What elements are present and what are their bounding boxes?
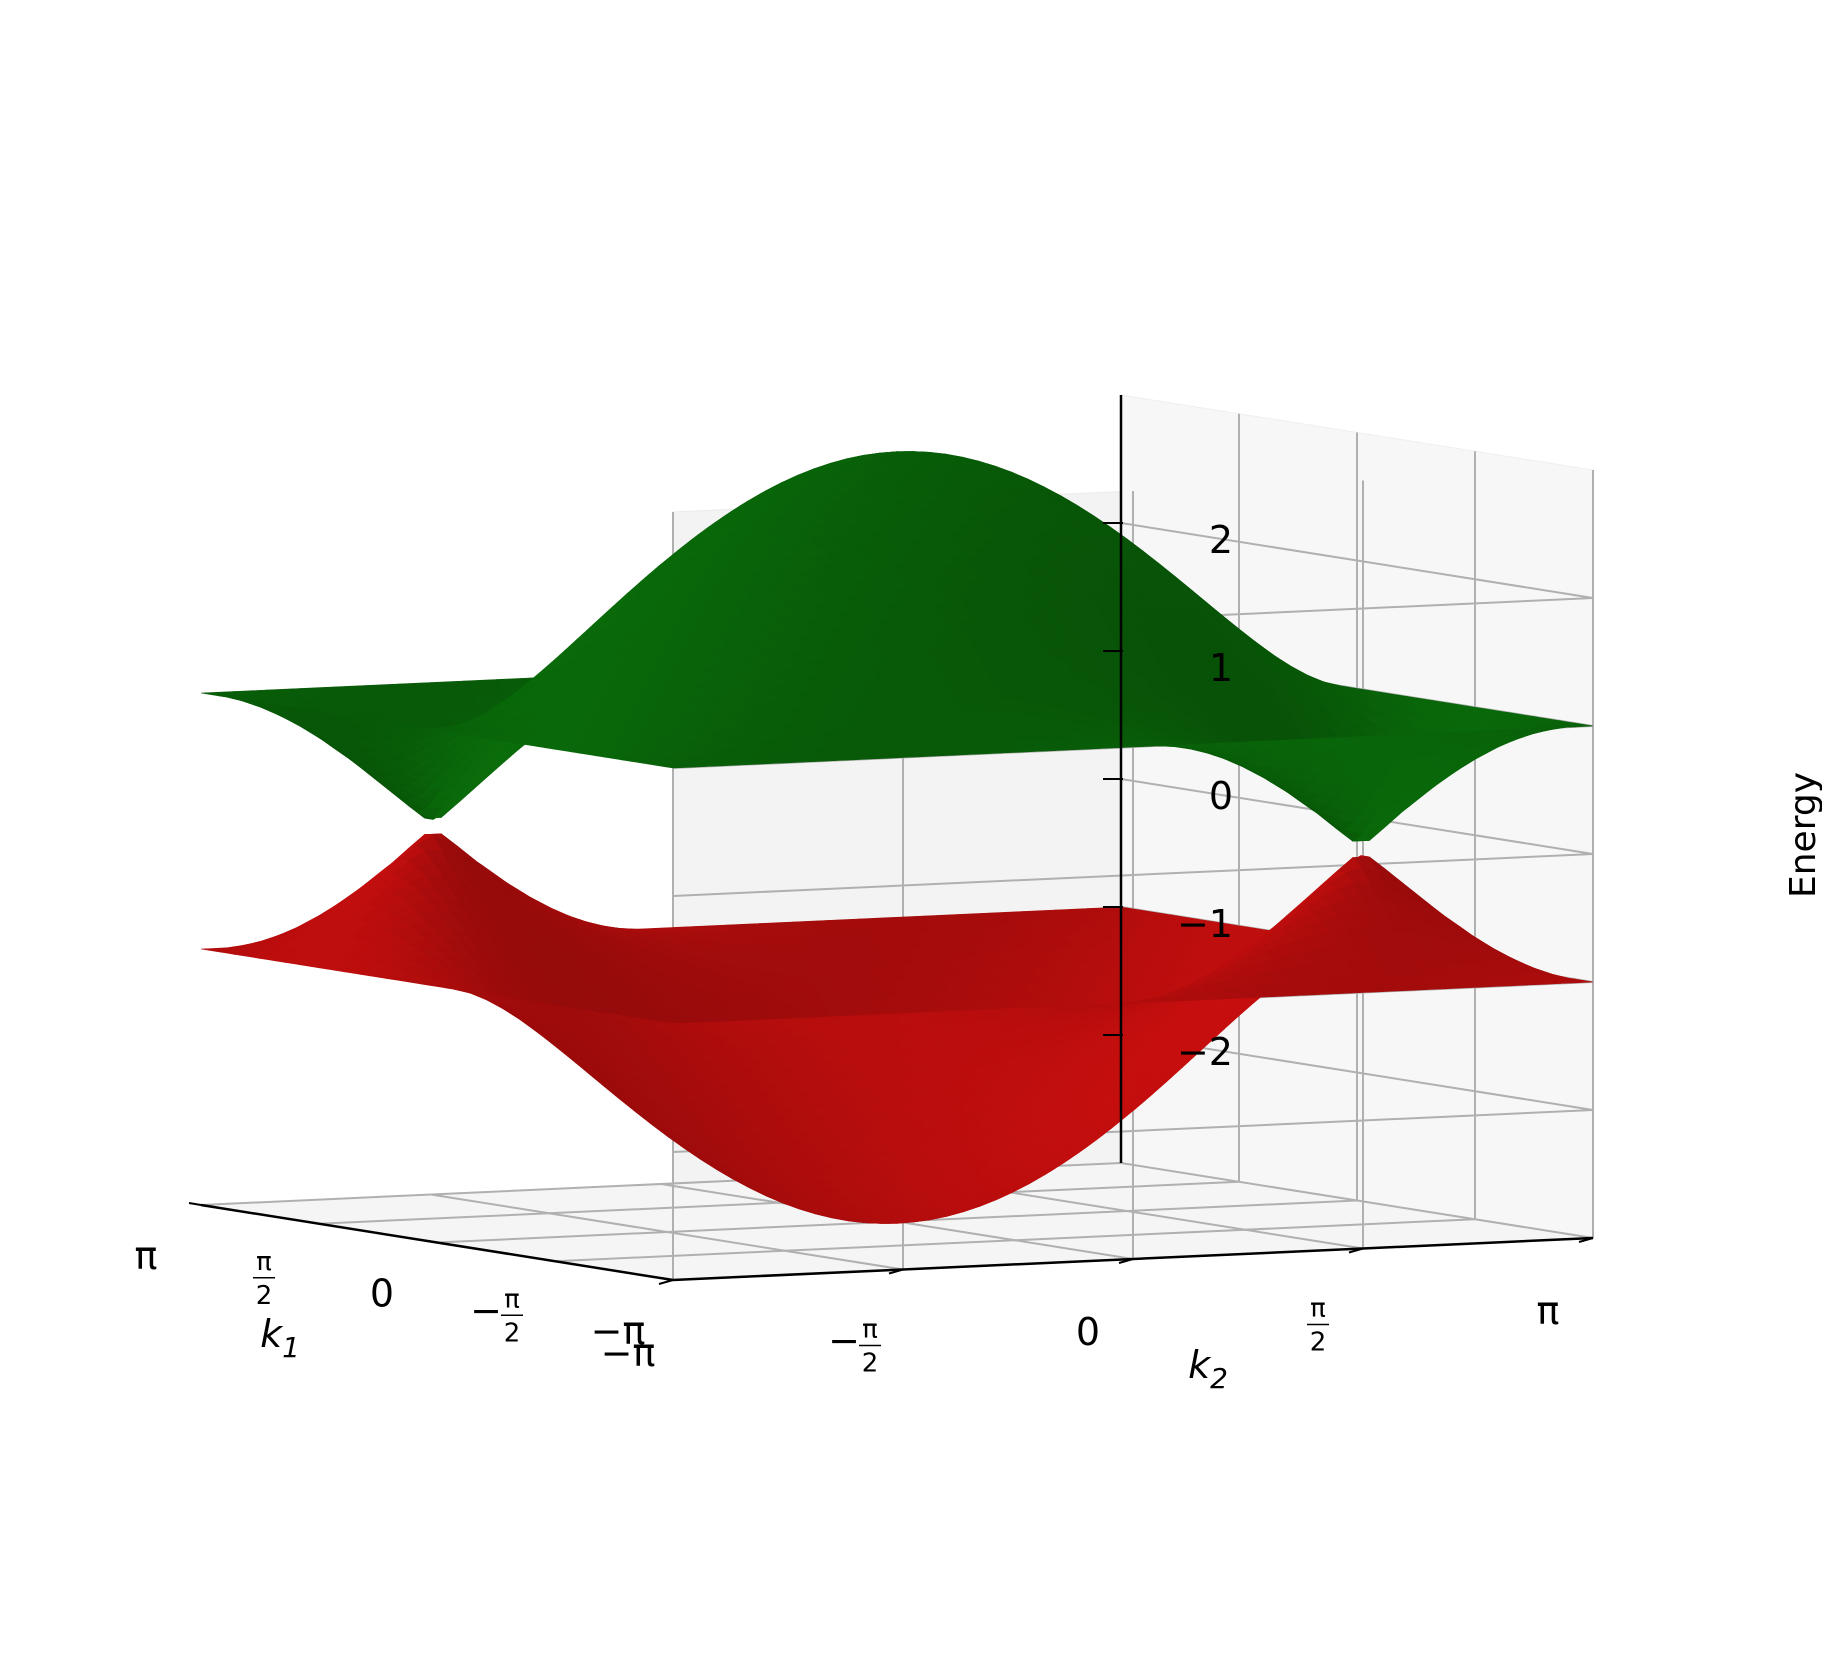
surface-upper-band <box>200 451 1594 842</box>
grid-wall-z <box>672 853 1594 897</box>
grid-wall-z <box>1120 522 1594 599</box>
grid-floor-k1 <box>318 1180 1240 1225</box>
grid-floor-k2 <box>1120 1162 1594 1239</box>
surfaces <box>200 451 1594 1224</box>
